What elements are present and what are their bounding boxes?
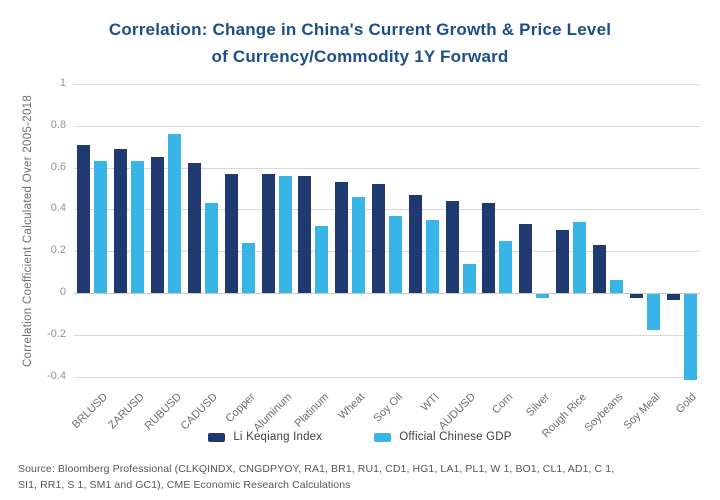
x-tick-label: RUBUSD — [142, 391, 184, 433]
y-tick-label: 0.4 — [50, 202, 66, 215]
bar-soy-oil-s1 — [372, 184, 385, 293]
bar-soy-meal-s1 — [629, 294, 643, 299]
x-tick-label: Wheat — [336, 391, 368, 422]
gridline — [74, 251, 700, 253]
x-tick-label: Gold — [674, 391, 700, 416]
bar-cadusd-s1 — [187, 163, 201, 293]
x-tick-label: Aluminum — [250, 391, 295, 435]
x-tick-label: Copper — [223, 391, 258, 425]
x-tick-label: ZARUSD — [106, 391, 147, 432]
bar-rough-rice-s2 — [573, 221, 587, 293]
source-line-2: SI1, RR1, S 1, SM1 and GC1), CME Economi… — [18, 479, 351, 492]
chart-title: Correlation: Change in China's Current G… — [0, 16, 720, 70]
bar-copper-s2 — [241, 242, 255, 293]
gridline — [74, 125, 700, 127]
bar-corn-s2 — [499, 240, 513, 293]
legend-item-official-chinese-gdp: Official Chinese GDP — [374, 431, 511, 443]
x-tick-label: Soy Oil — [370, 391, 405, 425]
y-axis-title: Correlation Coefficient Calculated Over … — [22, 94, 34, 368]
bar-platinum-s1 — [298, 175, 312, 293]
bar-soy-meal-s2 — [646, 294, 660, 330]
x-tick-label: Soy Meal — [621, 391, 663, 432]
source-line-1: Source: Bloomberg Professional (CLKQINDX… — [18, 463, 615, 475]
legend-label: Li Keqiang Index — [233, 431, 323, 443]
bar-gold-s2 — [683, 294, 697, 380]
bar-silver-s2 — [536, 294, 550, 299]
bar-soybeans-s2 — [609, 280, 623, 293]
bar-wheat-s1 — [335, 182, 349, 293]
x-tick-label: Silver — [523, 391, 552, 419]
bar-wheat-s2 — [352, 196, 366, 293]
bar-aluminum-s1 — [261, 173, 275, 293]
bar-wti-s1 — [408, 194, 422, 293]
y-tick-label: 0.8 — [50, 118, 66, 131]
y-tick-label: 0.6 — [50, 160, 66, 173]
bar-copper-s1 — [224, 173, 238, 293]
y-tick-label: 0 — [59, 286, 66, 298]
gridline — [74, 84, 700, 85]
bar-zarusd-s1 — [114, 148, 128, 293]
bar-rough-rice-s1 — [556, 230, 570, 293]
bar-brlusd-s1 — [77, 144, 91, 293]
bar-aluminum-s2 — [278, 175, 292, 293]
legend-item-li-keqiang-index: Li Keqiang Index — [208, 431, 322, 443]
gridline — [74, 167, 700, 169]
bar-audusd-s1 — [445, 201, 459, 293]
x-tick-label: CADUSD — [179, 391, 221, 433]
gridline — [74, 293, 700, 294]
x-tick-label: WTI — [418, 391, 442, 414]
x-tick-label: Platinum — [292, 391, 331, 430]
bar-wti-s2 — [425, 219, 439, 293]
x-tick-label: Soybeans — [582, 391, 626, 435]
x-tick-label: AUDUSD — [436, 391, 479, 433]
y-tick-label: -0.4 — [47, 369, 66, 382]
x-tick-label: Corn — [489, 391, 515, 417]
x-tick-label: BRLUSD — [69, 391, 110, 432]
bar-silver-s1 — [519, 224, 533, 293]
legend-label: Official Chinese GDP — [399, 431, 512, 443]
bar-zarusd-s2 — [131, 161, 145, 293]
y-tick-label: 1 — [59, 77, 66, 89]
bar-gold-s1 — [666, 294, 680, 301]
chart-title-line-2: of Currency/Commodity 1Y Forward — [211, 47, 509, 66]
series2-swatch-icon — [374, 432, 392, 442]
bar-rubusd-s2 — [168, 134, 182, 293]
series1-swatch-icon — [208, 432, 226, 442]
gridline — [74, 209, 700, 211]
plot-area — [74, 84, 700, 385]
bar-corn-s1 — [482, 203, 496, 293]
bar-rubusd-s1 — [151, 157, 165, 293]
source-note: Source: Bloomberg Professional (CLKQINDX… — [18, 461, 708, 494]
bar-platinum-s2 — [315, 226, 329, 293]
gridline — [74, 334, 700, 336]
bar-cadusd-s2 — [204, 203, 218, 293]
y-tick-label: -0.2 — [47, 327, 66, 340]
legend: Li Keqiang Index Official Chinese GDP — [0, 431, 720, 443]
y-tick-label: 0.2 — [50, 244, 66, 257]
gridline — [74, 376, 700, 378]
bar-brlusd-s2 — [94, 161, 108, 293]
bar-soy-oil-s2 — [389, 215, 402, 293]
bar-soybeans-s1 — [592, 244, 606, 293]
bar-audusd-s2 — [462, 263, 476, 293]
chart-title-line-1: Correlation: Change in China's Current G… — [108, 20, 612, 39]
